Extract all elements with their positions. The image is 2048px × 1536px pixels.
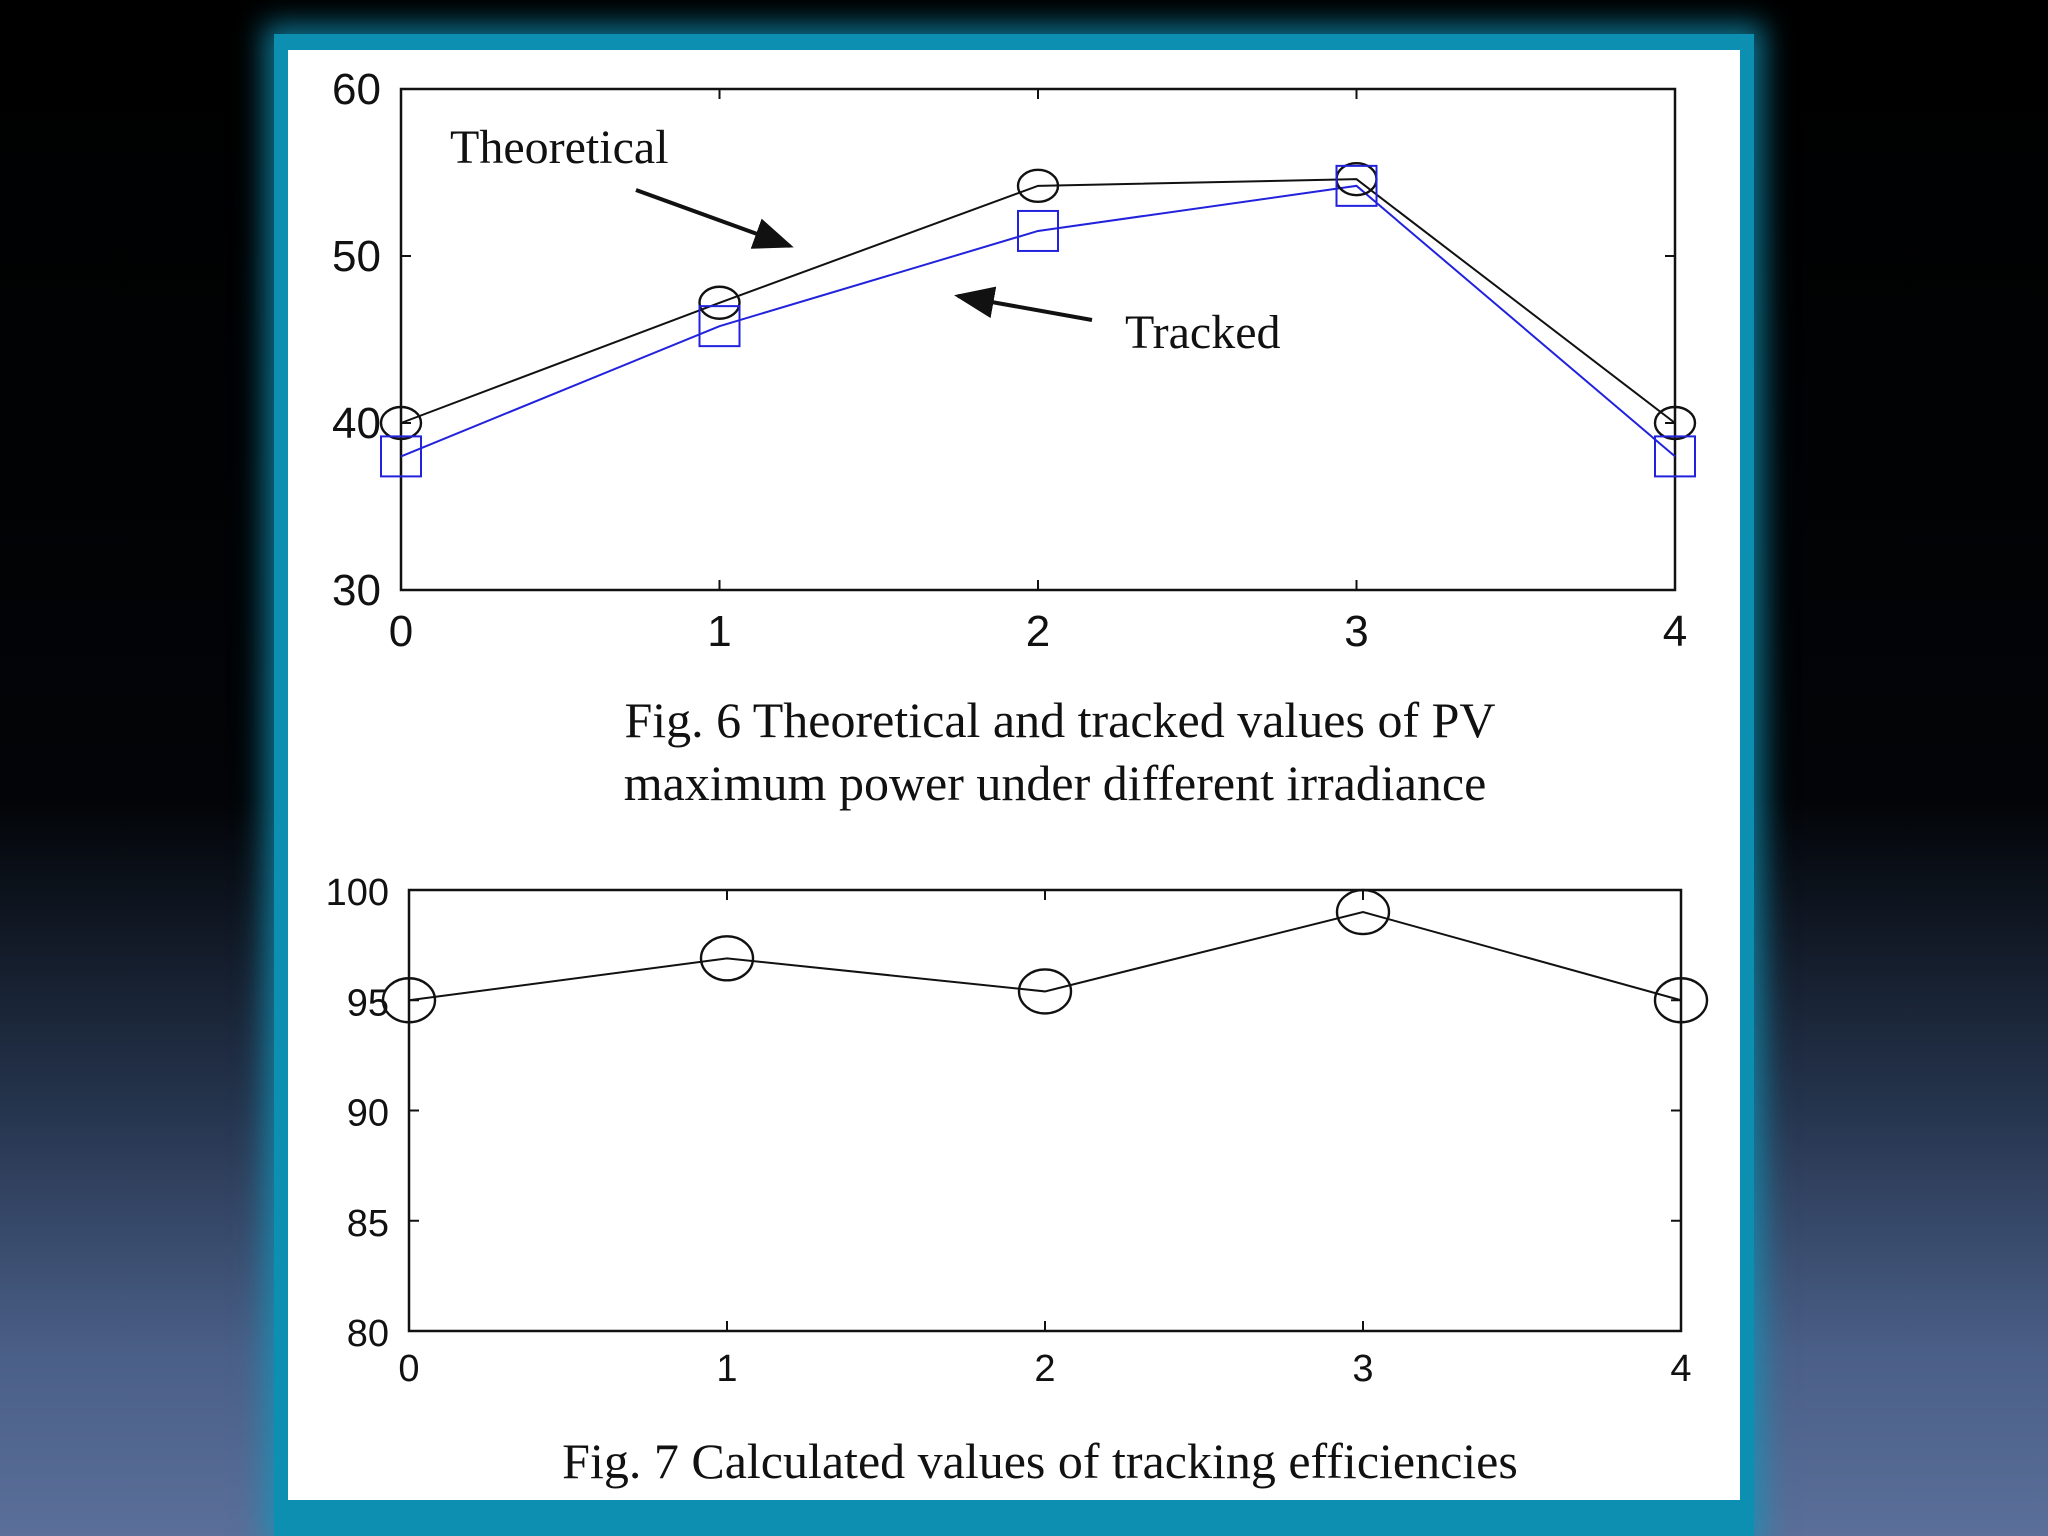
fig7-y-tick-label: 95 (347, 982, 389, 1024)
fig7-x-tick-label: 4 (1670, 1348, 1691, 1390)
fig6-y-tick-label: 60 (332, 65, 381, 114)
fig7-x-tick-label: 0 (398, 1348, 419, 1390)
fig6-point-square (380, 435, 422, 478)
fig6-x-tick-label: 2 (1026, 607, 1050, 656)
fig6-point-circle (1653, 405, 1697, 441)
fig6-series (400, 178, 1676, 458)
fig6-x-tick-label: 0 (389, 607, 413, 656)
arrow-theoretical (635, 188, 794, 249)
fig7-series (408, 911, 1682, 1002)
fig6-caption-line-2: maximum power under different irradiance (624, 755, 1487, 811)
fig6-point-square (1017, 209, 1059, 252)
annotation-tracked: Tracked (1125, 306, 1281, 359)
fig7-point-circle (381, 977, 437, 1024)
fig6-x-tick-label: 1 (707, 607, 731, 656)
fig7-x-tick-label: 2 (1034, 1348, 1055, 1390)
fig7-point-circle (1335, 888, 1391, 936)
fig7-point-circle (1653, 977, 1709, 1024)
fig6-series-line-0 (400, 178, 1676, 424)
annotation-theoretical: Theoretical (450, 121, 669, 174)
fig6-y-tick-label: 50 (332, 232, 381, 281)
fig6-point-circle (698, 285, 741, 320)
fig7-y-tick-label: 80 (347, 1313, 389, 1355)
fig6-point-circle (379, 405, 423, 441)
fig7-x-tick-label: 3 (1352, 1348, 1373, 1390)
fig6-point-circle (1016, 168, 1060, 204)
fig7-plot-frame (407, 888, 1683, 1333)
arrow-tracked (954, 286, 1093, 322)
fig6-series-line-1 (400, 184, 1676, 458)
fig7-ticks: 0 1 2 3 4 80 85 90 95 100 (326, 872, 1692, 1390)
fig7-series-line-0 (408, 911, 1682, 1002)
fig7-y-tick-label: 100 (326, 872, 389, 914)
fig7-y-tick-label: 85 (347, 1203, 389, 1245)
chart-fig7: 0 1 2 3 4 80 85 90 95 100 Fig. 7 Calculated value… (326, 872, 1709, 1489)
fig6-y-tick-label: 40 (332, 399, 381, 448)
fig7-markers (381, 888, 1709, 1024)
fig6-markers (379, 161, 1697, 478)
fig6-point-square (1335, 164, 1378, 207)
slide (288, 50, 1740, 1500)
fig6-x-tick-label: 3 (1344, 607, 1368, 656)
chart-fig6: 0 1 2 3 4 30 40 50 60 Theoretical Tracked Fig. 6… (332, 65, 1697, 811)
fig7-y-tick-label: 90 (347, 1093, 389, 1135)
fig6-caption-line-1: Fig. 6 Theoretical and tracked values of… (624, 692, 1495, 748)
fig6-x-tick-label: 4 (1663, 607, 1687, 656)
fig7-caption: Fig. 7 Calculated values of tracking eff… (562, 1433, 1518, 1489)
fig7-point-circle (1017, 968, 1073, 1015)
fig6-point-square (698, 305, 741, 348)
fig6-ticks: 0 1 2 3 4 30 40 50 60 (332, 65, 1687, 656)
fig6-y-tick-label: 30 (332, 566, 381, 615)
fig7-x-tick-label: 1 (716, 1348, 737, 1390)
fig6-point-square (1654, 435, 1696, 478)
fig7-point-circle (699, 935, 755, 982)
